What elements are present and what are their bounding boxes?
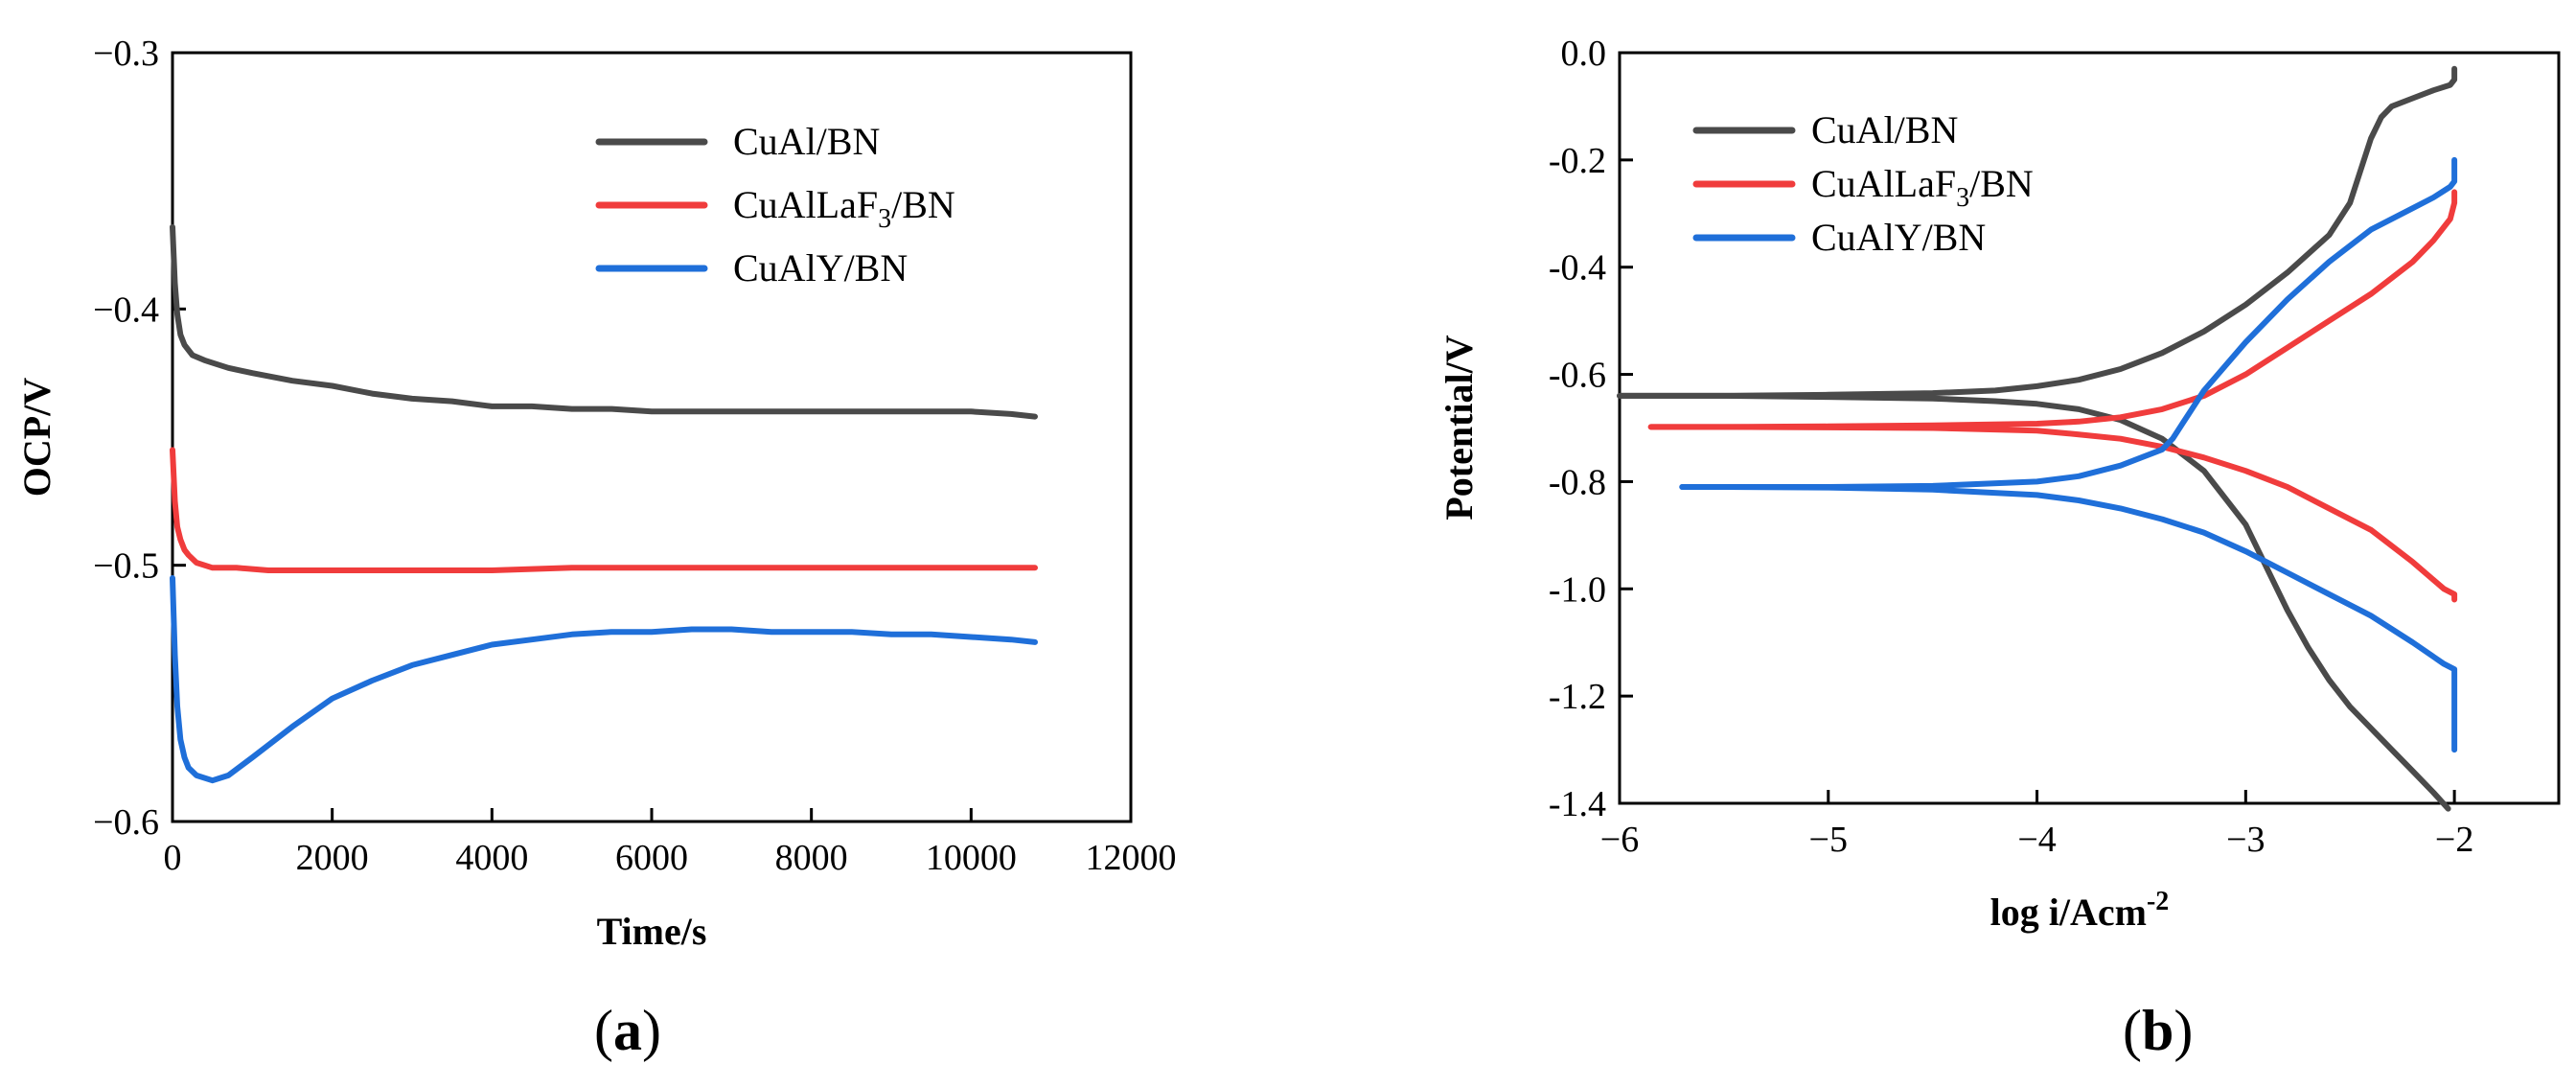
chart-a-legend-label: CuAlLaF3/BN [733, 183, 955, 234]
chart-b-frame [1618, 51, 2561, 805]
chart-b-ylabel: Potential/V [1438, 335, 1481, 520]
chart-b-series-0-cathodic [1617, 392, 2451, 812]
chart-b-ytick-label: -1.4 [1549, 784, 1606, 824]
chart-a-series-line-2 [170, 575, 1038, 784]
chart-a-legend-label: CuAlY/BN [733, 246, 908, 289]
chart-b-ytick-label: -0.6 [1549, 356, 1606, 396]
chart-b-series-2-anodic [1679, 156, 2458, 490]
chart-a-xtick-label: 2000 [296, 838, 369, 878]
chart-b-xtick-label: −3 [2226, 820, 2265, 860]
chart-a-xtick-label: 4000 [455, 838, 528, 878]
chart-a-ytick-label: −0.3 [93, 34, 159, 74]
chart-b-ytick-label: 0.0 [1561, 34, 1607, 74]
chart-panel-b: −6 −5 −4 −3 −2 0.0 -0.2 -0.4 -0.6 -0.8 -1.0 -1.2 -1.… [1438, 34, 2561, 1062]
chart-b-xtick-label: −5 [1809, 820, 1848, 860]
chart-b-series-0-anodic [1617, 65, 2458, 399]
chart-b-xtick-label: −4 [2017, 820, 2056, 860]
chart-a-ytick-label: −0.5 [93, 546, 159, 587]
chart-a-series-line-0 [170, 223, 1038, 420]
chart-a-frame [171, 51, 1133, 823]
chart-panel-a: 0 2000 4000 6000 8000 10000 12000 −0.3 −0.4 −0.5 −… [15, 34, 1177, 1062]
chart-b-series-2-cathodic [1679, 484, 2458, 753]
chart-b-ytick-label: -0.8 [1549, 462, 1606, 502]
chart-a-xtick-label: 6000 [615, 838, 688, 878]
chart-b-ytick-label: -1.0 [1549, 569, 1606, 610]
chart-a-xlabel: Time/s [597, 910, 707, 953]
chart-b-ytick-label: -0.2 [1549, 141, 1606, 181]
chart-b-ytick-label: -0.4 [1549, 248, 1606, 289]
chart-a-xtick-label: 12000 [1086, 838, 1177, 878]
chart-a-xtick-label: 10000 [926, 838, 1017, 878]
chart-a-legend-label: CuAl/BN [733, 120, 880, 163]
chart-b-xlabel: log i/Acm-2 [1990, 887, 2170, 934]
chart-b-legend-label: CuAlY/BN [1811, 216, 1986, 259]
chart-a-panel-label: (a) [594, 999, 661, 1062]
chart-b-legend-label: CuAlLaF3/BN [1811, 162, 2034, 213]
chart-a-series-line-1 [170, 447, 1038, 573]
chart-a-xtick-label: 0 [164, 838, 182, 878]
chart-a-ytick-label: −0.4 [93, 289, 159, 330]
chart-a-ytick-label: −0.6 [93, 802, 159, 843]
chart-a-ylabel: OCP/V [15, 378, 58, 498]
chart-b-ytick-label: -1.2 [1549, 677, 1606, 717]
chart-b-xtick-label: −6 [1600, 820, 1639, 860]
chart-b-panel-label: (b) [2123, 999, 2193, 1062]
chart-b-xtick-label: −2 [2435, 820, 2473, 860]
chart-b-legend-label: CuAl/BN [1811, 108, 1958, 151]
chart-b-series-1-cathodic [1647, 424, 2458, 603]
chart-a-xtick-label: 8000 [775, 838, 848, 878]
